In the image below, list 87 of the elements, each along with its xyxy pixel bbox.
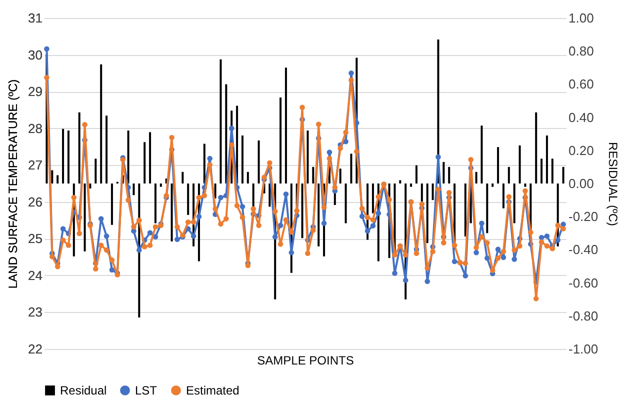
bar [508, 166, 510, 184]
bar [535, 112, 538, 184]
y-tick-label: 26 [28, 194, 42, 210]
bar [258, 140, 260, 184]
bar [464, 184, 466, 236]
bar [268, 184, 271, 207]
bar [497, 147, 500, 184]
y-tick-label: 28 [28, 120, 42, 136]
bar [486, 184, 488, 234]
y2-tick-label: -1.00 [568, 342, 598, 356]
bar [246, 172, 249, 184]
bar [67, 130, 70, 184]
bar [106, 116, 108, 184]
bar [187, 184, 190, 215]
bar [415, 165, 418, 184]
bar [241, 136, 244, 184]
y2-tick-label: 0.80 [568, 44, 594, 59]
y2-axis-title: RESIDUAL (ºC) [606, 142, 620, 226]
bar [110, 184, 113, 225]
bar [546, 136, 548, 184]
bar [84, 184, 86, 252]
bar [372, 184, 374, 214]
bar [78, 112, 80, 184]
y2-tick-label: 0.40 [568, 110, 594, 125]
bar [182, 172, 184, 184]
y-tick-label: 22 [28, 342, 42, 356]
bar [475, 172, 478, 184]
bar [442, 162, 445, 184]
bar [301, 184, 304, 238]
bar [203, 144, 206, 184]
bar [170, 184, 173, 242]
legend-label: Estimated [186, 383, 240, 398]
y2-tick-label: -0.20 [568, 209, 598, 224]
bar [432, 184, 434, 200]
bar [344, 184, 347, 224]
bar [540, 158, 543, 184]
bar [492, 184, 494, 187]
y2-tick-label: -0.40 [568, 242, 598, 258]
bar [225, 84, 228, 184]
legend-label: LST [135, 383, 158, 398]
bar [312, 166, 314, 184]
bar [220, 59, 222, 184]
bar [480, 126, 483, 184]
bar [56, 175, 59, 184]
y-tick-label: 24 [28, 268, 42, 283]
bar [448, 166, 450, 184]
x-axis-title: SAMPLE POINTS [257, 354, 354, 368]
bar [214, 184, 216, 198]
bar [513, 184, 516, 224]
bar [399, 180, 402, 184]
bar [280, 97, 282, 184]
bar [426, 184, 428, 244]
bar [149, 132, 152, 184]
y2-tick-label: 0.60 [568, 76, 594, 92]
bar [160, 184, 162, 187]
bar [284, 68, 287, 184]
y-tick-label: 25 [28, 231, 42, 246]
y-tick-label: 30 [28, 47, 42, 62]
bar [306, 130, 309, 184]
y2-tick-label: -0.80 [568, 308, 598, 324]
bar [410, 184, 412, 187]
bar [89, 184, 92, 188]
bar [339, 168, 342, 184]
y2-tick-label: 0.00 [568, 176, 594, 191]
y2-tick-label: 1.00 [568, 10, 594, 26]
bar [551, 158, 554, 184]
bar [562, 166, 564, 184]
bar [100, 64, 102, 184]
bar [318, 184, 320, 246]
y-tick-label: 31 [28, 10, 42, 26]
y-tick-label: 29 [28, 84, 42, 100]
y-tick-label: 23 [28, 304, 42, 320]
bar [51, 170, 54, 184]
bar [144, 142, 146, 184]
bar [236, 106, 238, 184]
legend-label: Residual [60, 383, 107, 398]
bar [127, 130, 130, 184]
y-tick-label: 27 [28, 158, 42, 173]
y-axis-title: LAND SURFACE TEMPERATURE (ºC) [6, 79, 20, 289]
bar [502, 184, 504, 208]
y2-tick-label: 0.20 [568, 142, 594, 158]
bar [62, 128, 64, 184]
bar [518, 145, 521, 184]
y2-tick-label: -0.60 [568, 275, 598, 290]
bar [132, 184, 135, 196]
bar [350, 154, 352, 184]
bar [94, 158, 97, 184]
